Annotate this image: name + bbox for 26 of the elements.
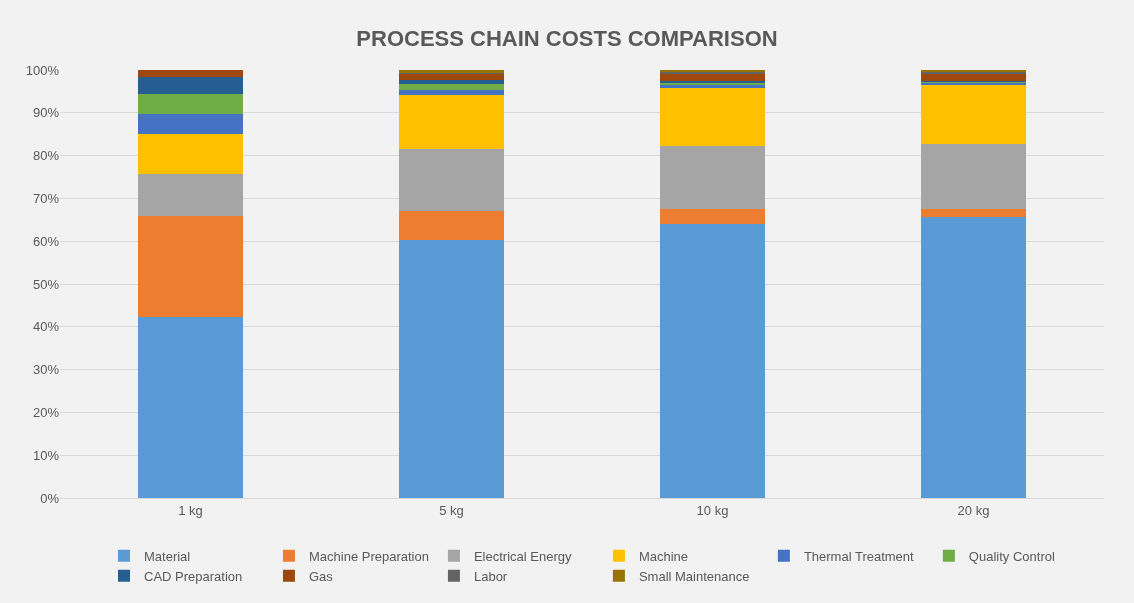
- y-tick-label: 100%: [25, 62, 60, 78]
- y-tick-label: 30%: [32, 362, 60, 378]
- y-tick-label: 20%: [32, 404, 60, 420]
- y-tick-label: 80%: [32, 148, 60, 164]
- legend-label: Thermal Treatment: [803, 548, 915, 564]
- legend-label: Small Maintenance: [638, 568, 750, 584]
- y-tick-label: 90%: [32, 105, 60, 121]
- y-tick-label: 40%: [32, 319, 60, 335]
- y-tick-label: 70%: [32, 190, 60, 206]
- x-tick-label: 5 kg: [439, 502, 464, 518]
- legend-label: Machine Preparation: [308, 548, 429, 564]
- y-tick-label: 60%: [32, 233, 60, 249]
- legend-label: Quality Control: [968, 548, 1055, 564]
- legend-label: Gas: [308, 568, 334, 584]
- y-tick-label: 10%: [32, 447, 60, 463]
- chart-title: PROCESS CHAIN COSTS COMPARISON: [356, 25, 778, 51]
- legend-label: Material: [144, 548, 191, 564]
- legend-label: Machine: [638, 548, 689, 564]
- y-tick-label: 0%: [40, 490, 60, 506]
- legend-label: Electrical Energy: [473, 548, 572, 564]
- legend-label: CAD Preparation: [144, 568, 243, 584]
- legend-label: Labor: [473, 568, 508, 584]
- x-tick-label: 20 kg: [957, 502, 990, 518]
- y-tick-label: 50%: [32, 276, 60, 292]
- x-tick-label: 1 kg: [178, 502, 203, 518]
- x-tick-label: 10 kg: [696, 502, 729, 518]
